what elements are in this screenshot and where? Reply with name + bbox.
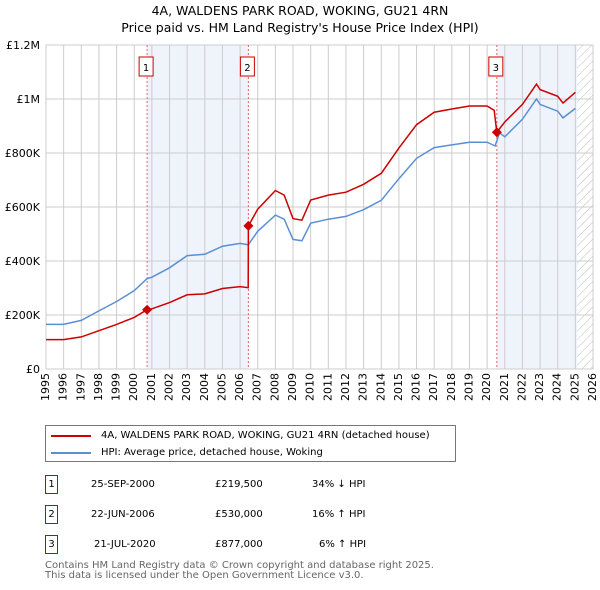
series-line xyxy=(46,97,576,326)
date: 22-JUN-2006 xyxy=(91,509,155,520)
x-tick-label: 1997 xyxy=(74,373,87,401)
marker-badge: 1 xyxy=(45,475,58,494)
date: 25-SEP-2000 xyxy=(91,479,155,490)
date: 21-JUL-2020 xyxy=(94,539,156,550)
plot-border xyxy=(45,44,594,370)
x-tick-label: 2024 xyxy=(551,373,564,401)
legend-blue-line xyxy=(51,451,91,454)
sale-point xyxy=(491,127,502,138)
footer-line-2: This data is licensed under the Open Gov… xyxy=(45,570,364,581)
sale-point xyxy=(142,304,153,315)
x-tick-label: 2018 xyxy=(445,373,458,401)
y-tick-label: £800K xyxy=(5,147,41,160)
chart-title: 4A, WALDENS PARK ROAD, WOKING, GU21 4RN xyxy=(151,3,449,18)
y-tick-label: £1M xyxy=(17,93,41,106)
y-tick-label: £400K xyxy=(5,255,41,268)
legend-red-line xyxy=(51,434,91,437)
x-tick-label: 2005 xyxy=(215,373,228,401)
legend-property: 4A, WALDENS PARK ROAD, WOKING, GU21 4RN … xyxy=(101,430,430,441)
x-tick-label: 2000 xyxy=(127,373,140,401)
x-tick-label: 2026 xyxy=(586,373,599,401)
x-tick-label: 1996 xyxy=(57,373,70,401)
transaction-row: 1 25-SEP-2000 £219,500 34% ↓ HPI xyxy=(45,475,465,495)
sale-label-box xyxy=(138,56,154,77)
y-tick-label: £200K xyxy=(5,309,41,322)
price: £219,500 xyxy=(215,479,263,490)
legend-hpi: HPI: Average price, detached house, Woki… xyxy=(101,447,323,458)
x-tick-label: 2016 xyxy=(410,373,423,401)
x-tick-label: 2009 xyxy=(286,373,299,401)
x-tick-label: 1999 xyxy=(110,373,123,401)
x-tick-label: 2025 xyxy=(568,373,581,401)
x-tick-label: 2020 xyxy=(480,373,493,401)
x-tick-label: 2021 xyxy=(498,373,511,401)
sale-label: 1 xyxy=(143,63,149,74)
hpi-diff: 6% ↑ HPI xyxy=(319,539,367,550)
y-tick-label: £1.2M xyxy=(6,39,40,52)
y-tick-label: £600K xyxy=(5,201,41,214)
x-tick-label: 2007 xyxy=(251,373,264,401)
sale-label-box xyxy=(239,56,255,77)
x-tick-label: 2014 xyxy=(374,373,387,401)
x-tick-label: 1995 xyxy=(39,373,52,401)
sale-label: 2 xyxy=(244,63,250,74)
x-tick-label: 2015 xyxy=(392,373,405,401)
hpi-diff: 34% ↓ HPI xyxy=(312,479,366,490)
x-tick-label: 2003 xyxy=(180,373,193,401)
chart-subtitle: Price paid vs. HM Land Registry's House … xyxy=(121,20,479,35)
price: £877,000 xyxy=(215,539,263,550)
x-tick-label: 2004 xyxy=(198,373,211,401)
hpi-diff: 16% ↑ HPI xyxy=(312,509,366,520)
sale-label: 3 xyxy=(493,63,499,74)
price-chart: 1995 1996 1997 1998 1999 2000 2001 2002 2003 2004… xyxy=(5,39,599,401)
x-tick-label: 2017 xyxy=(427,373,440,401)
x-tick-label: 2019 xyxy=(462,373,475,401)
y-tick-label: £0 xyxy=(26,363,40,376)
x-tick-label: 2010 xyxy=(304,373,317,401)
x-tick-label: 2001 xyxy=(145,373,158,401)
x-tick-label: 2013 xyxy=(357,373,370,401)
x-tick-label: 2022 xyxy=(515,373,528,401)
sale-label-box xyxy=(488,56,504,77)
transaction-row: 3 21-JUL-2020 £877,000 6% ↑ HPI xyxy=(45,535,465,555)
footer-line-1: Contains HM Land Registry data © Crown c… xyxy=(45,560,434,571)
x-tick-label: 2002 xyxy=(163,373,176,401)
marker-badge: 2 xyxy=(45,505,58,524)
x-tick-label: 2008 xyxy=(268,373,281,401)
x-tick-label: 2023 xyxy=(533,373,546,401)
transaction-row: 2 22-JUN-2006 £530,000 16% ↑ HPI xyxy=(45,505,465,525)
sale-point xyxy=(243,220,254,231)
x-tick-label: 2012 xyxy=(339,373,352,401)
marker-badge: 3 xyxy=(45,535,58,554)
x-tick-label: 2011 xyxy=(321,373,334,401)
x-tick-label: 1998 xyxy=(92,373,105,401)
x-tick-label: 2006 xyxy=(233,373,246,401)
legend: 4A, WALDENS PARK ROAD, WOKING, GU21 4RN … xyxy=(45,425,456,462)
price: £530,000 xyxy=(215,509,263,520)
